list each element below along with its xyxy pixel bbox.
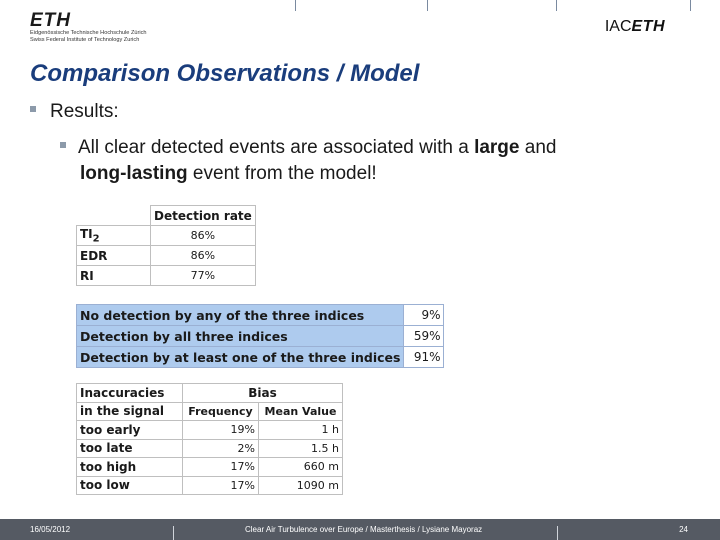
mean-value-cell: 1.5 h xyxy=(258,438,343,458)
row-value: 86% xyxy=(150,225,256,246)
bullet-results-text: Results: xyxy=(50,101,119,122)
slide-title: Comparison Observations / Model xyxy=(30,60,420,87)
frequency-cell: 17% xyxy=(182,475,259,495)
row-value: 77% xyxy=(150,265,256,286)
table-row: too late 2% 1.5 h xyxy=(76,438,343,458)
eth-logo: ETH Eidgenössische Technische Hochschule… xyxy=(30,10,147,44)
detection-summary-table: No detection by any of the three indices… xyxy=(75,304,445,368)
table-row: Detection by at least one of the three i… xyxy=(75,346,445,368)
logo-mark: ETH xyxy=(30,10,71,31)
bullet-bold-1: large xyxy=(474,137,520,158)
row-value: 59% xyxy=(403,325,445,347)
table-row: Detection rate xyxy=(76,205,256,226)
row-label: too low xyxy=(76,475,183,495)
iac-eth-label: IACETH xyxy=(605,18,665,36)
row-label: too late xyxy=(76,438,183,458)
table-row: EDR 86% xyxy=(76,245,256,266)
mean-value-header: Mean Value xyxy=(258,401,343,421)
detection-rate-header: Detection rate xyxy=(150,205,256,226)
footer-caption: Clear Air Turbulence over Europe / Maste… xyxy=(245,525,483,534)
corner-label-2: in the signal xyxy=(76,401,183,421)
table-row: No detection by any of the three indices… xyxy=(75,304,445,326)
footer-bar: 16/05/2012 Clear Air Turbulence over Eur… xyxy=(0,519,720,540)
table-row: too high 17% 660 m xyxy=(76,457,343,477)
top-decoration xyxy=(0,0,720,12)
logo-line-2: Swiss Federal Institute of Technology Zu… xyxy=(30,37,140,43)
row-value: 86% xyxy=(150,245,256,266)
mean-value-cell: 660 m xyxy=(258,457,343,477)
footer-divider xyxy=(557,526,558,540)
bullet-continuation: long-lasting event from the model! xyxy=(60,161,700,187)
row-label: RI xyxy=(76,265,151,286)
bullet-sub: All clear detected events are associated… xyxy=(60,135,700,187)
inaccuracies-bias-table: Inaccuracies Bias in the signal Frequenc… xyxy=(76,383,343,495)
row-label: Detection by at least one of the three i… xyxy=(75,346,405,368)
row-label-sub: 2 xyxy=(92,233,100,245)
table-row: too early 19% 1 h xyxy=(76,420,343,440)
table-corner xyxy=(76,205,151,226)
row-value: 91% xyxy=(403,346,445,368)
iac-prefix: IAC xyxy=(604,18,632,35)
bullet-text-2: and xyxy=(519,137,557,158)
iac-suffix: ETH xyxy=(631,18,665,35)
mean-value-cell: 1 h xyxy=(258,420,343,440)
page-number: 24 xyxy=(679,525,688,534)
footer-date: 16/05/2012 xyxy=(30,525,71,534)
bullet-square-icon xyxy=(30,105,36,112)
frequency-header: Frequency xyxy=(182,401,259,421)
bullet-results: Results: xyxy=(30,101,119,123)
table-row: Detection by all three indices 59% xyxy=(75,325,445,347)
footer-divider xyxy=(173,526,174,540)
row-value: 9% xyxy=(403,304,445,326)
row-label: Detection by all three indices xyxy=(75,325,405,347)
corner-label-1: Inaccuracies xyxy=(76,383,183,403)
frequency-cell: 2% xyxy=(182,438,259,458)
bullet-text-3: event from the model! xyxy=(187,163,377,184)
row-label: too early xyxy=(76,420,183,440)
mean-value-cell: 1090 m xyxy=(258,475,343,495)
table-row: too low 17% 1090 m xyxy=(76,475,343,495)
detection-rate-table: Detection rate TI2 86% EDR 86% RI 77% xyxy=(76,205,256,286)
table-row: in the signal Frequency Mean Value xyxy=(76,401,343,421)
logo-line-1: Eidgenössische Technische Hochschule Zür… xyxy=(30,30,147,36)
row-label-main: TI xyxy=(80,226,93,241)
bullet-bold-2: long-lasting xyxy=(80,163,188,184)
table-row: Inaccuracies Bias xyxy=(76,383,343,403)
row-label: EDR xyxy=(76,245,151,266)
table-row: RI 77% xyxy=(76,265,256,286)
bias-header: Bias xyxy=(182,383,343,403)
table-row: TI2 86% xyxy=(76,225,256,246)
row-label: TI2 xyxy=(76,225,151,246)
bullet-text-1: All clear detected events are associated… xyxy=(78,137,475,158)
frequency-cell: 17% xyxy=(182,457,259,477)
frequency-cell: 19% xyxy=(182,420,259,440)
row-label: No detection by any of the three indices xyxy=(75,304,405,326)
row-label: too high xyxy=(76,457,183,477)
bullet-square-icon xyxy=(60,141,66,148)
